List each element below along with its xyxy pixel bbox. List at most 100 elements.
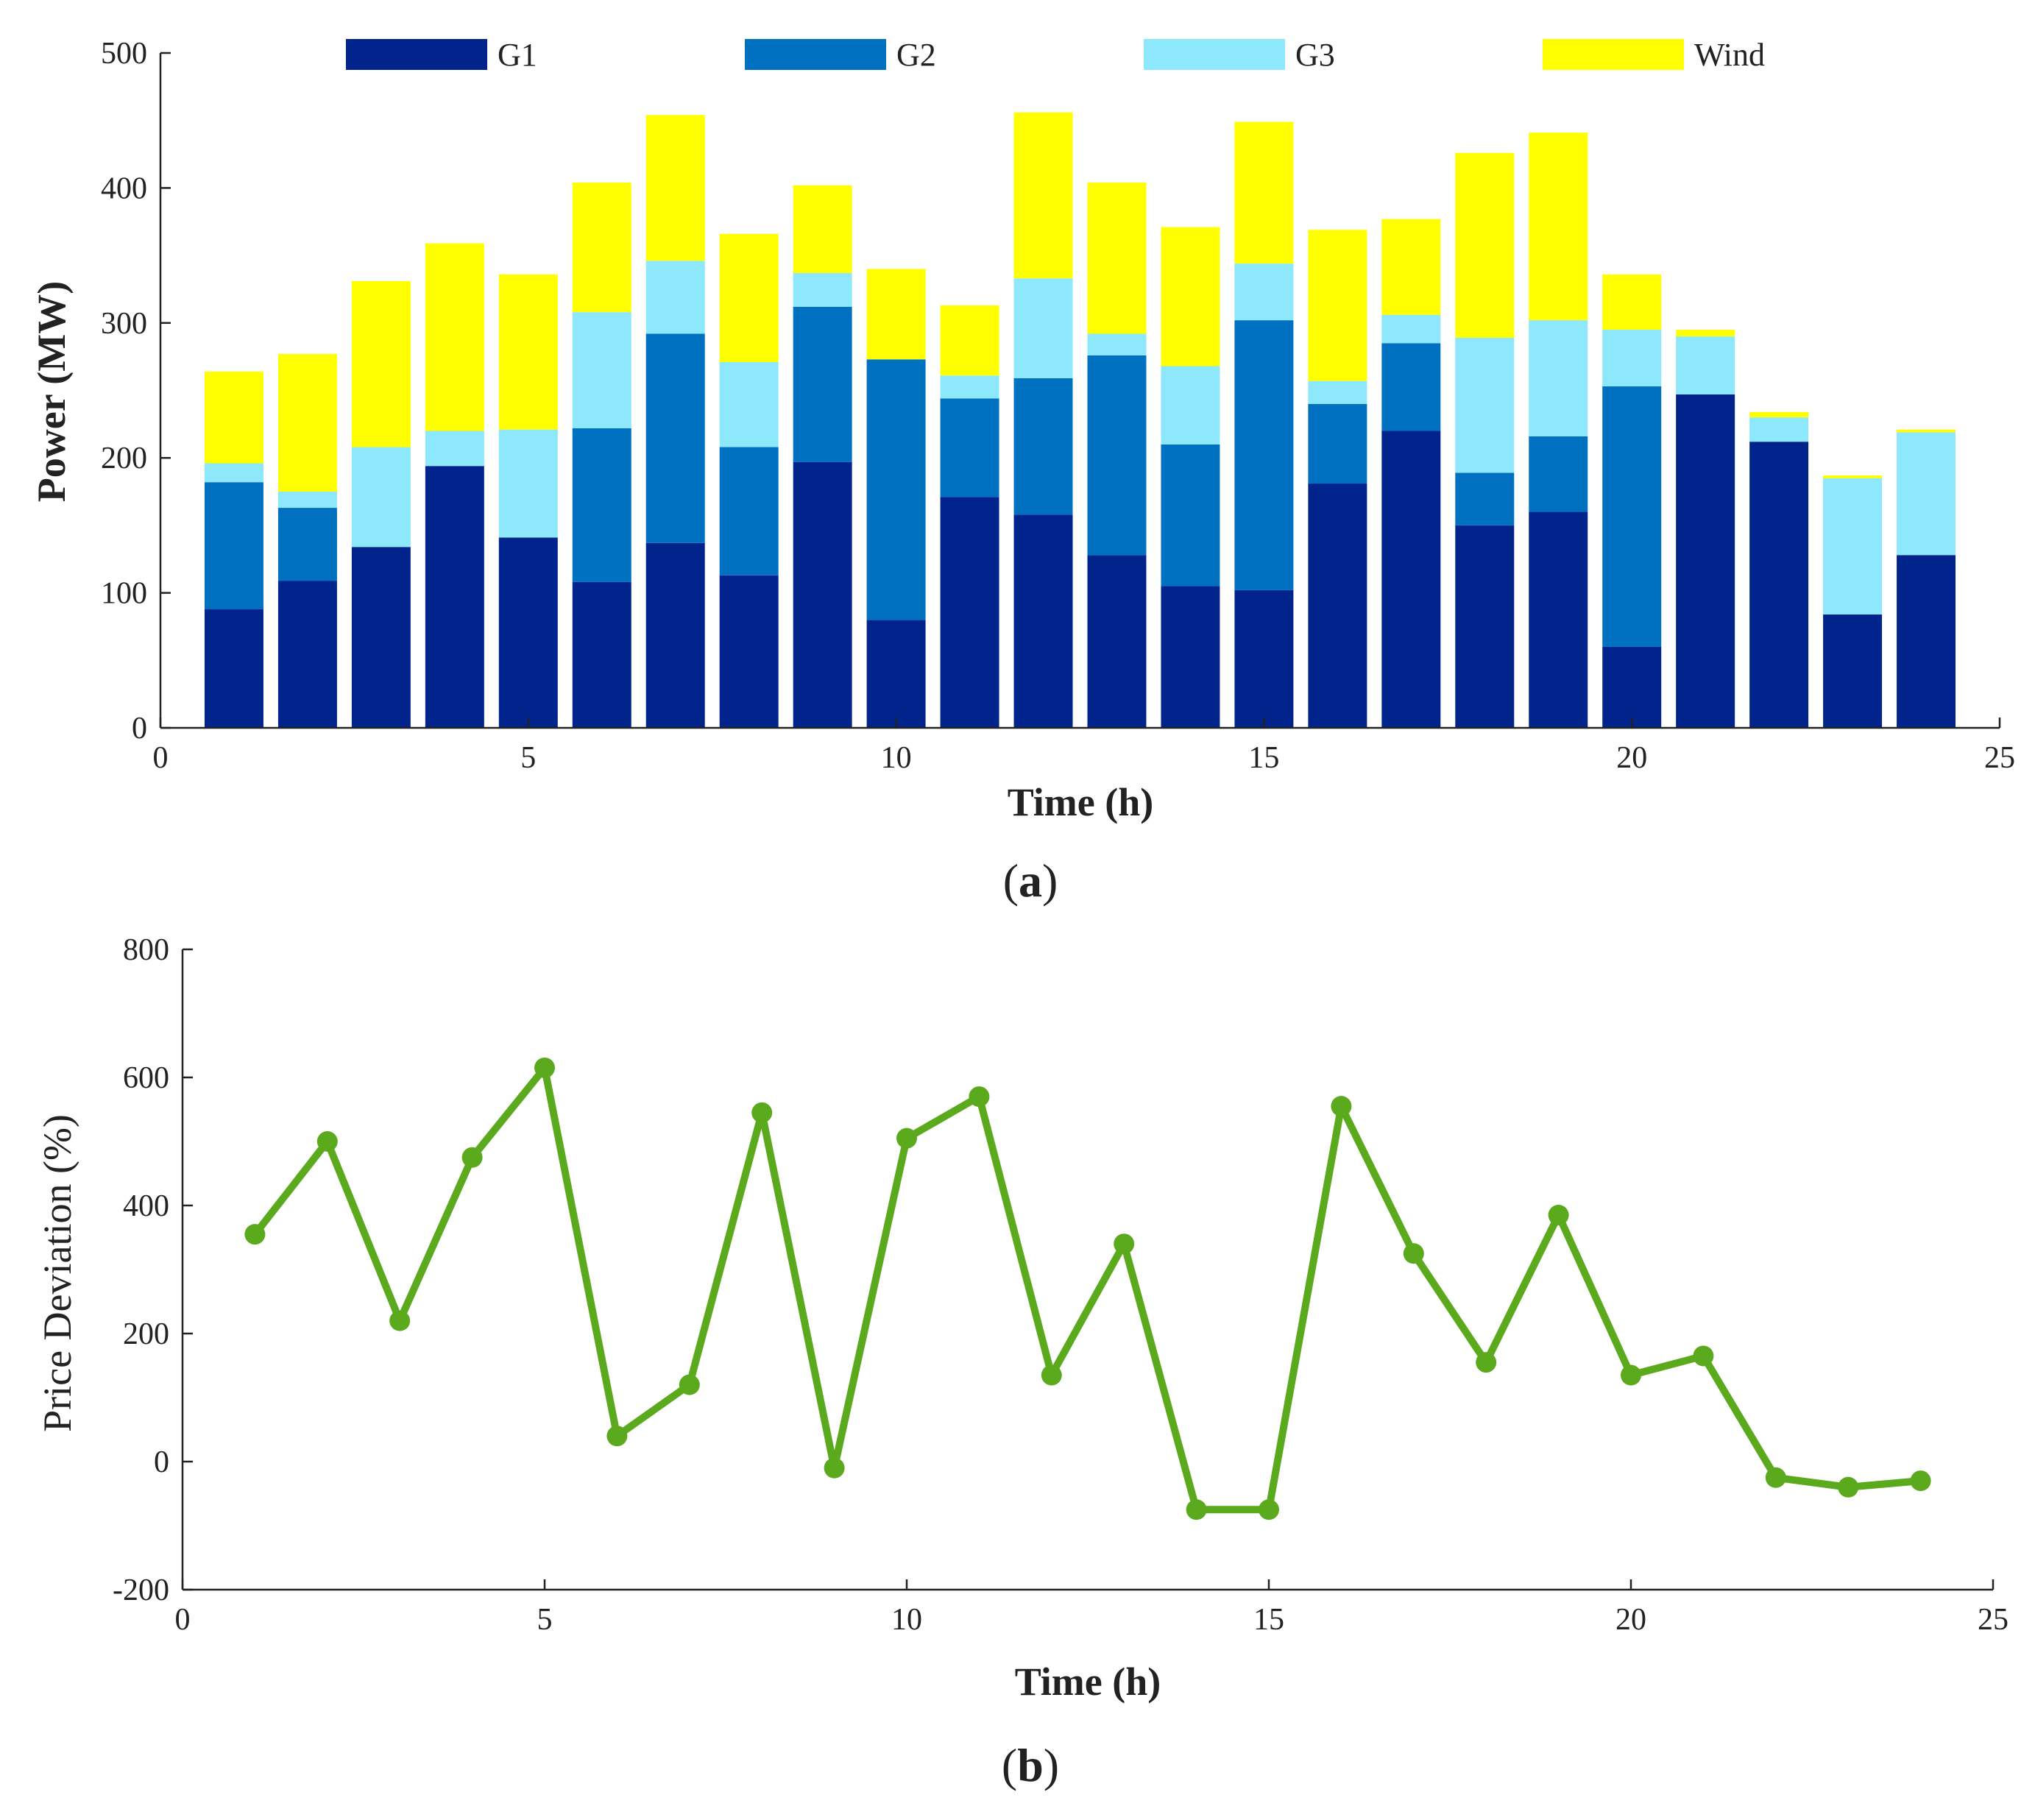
series-line-price-deviation [251, 1064, 1925, 1514]
legend-label-g1: G1 [498, 37, 537, 73]
bar-g3-20 [1602, 329, 1662, 386]
bar-g1-2 [277, 581, 337, 728]
bar-g3-1 [204, 463, 263, 483]
bar-g3-22 [1749, 417, 1809, 442]
bar-wind-2 [277, 353, 337, 492]
bar-g2-17 [1381, 343, 1441, 431]
bar-g1-8 [719, 575, 779, 728]
axis-title-y-a: Power (MW) [29, 281, 74, 502]
bar-g3-8 [719, 361, 779, 447]
bar-g2-16 [1308, 403, 1367, 484]
bar-g2-20 [1602, 386, 1662, 647]
legend-swatch-g1 [346, 39, 487, 70]
legend-swatch-wind [1543, 39, 1684, 70]
bar-g2-9 [793, 306, 852, 462]
bar-g3-2 [277, 492, 337, 509]
data-point-20 [1621, 1364, 1641, 1386]
bar-g2-13 [1087, 355, 1147, 556]
bar-g2-19 [1529, 436, 1588, 512]
y-tick-label-b: 0 [154, 1445, 169, 1479]
y-tick-label-a: 300 [101, 307, 147, 341]
bar-g3-15 [1234, 263, 1294, 321]
bar-g2-6 [572, 428, 631, 582]
data-point-19 [1548, 1205, 1569, 1226]
data-point-10 [896, 1127, 917, 1149]
bar-g3-11 [940, 375, 999, 399]
bar-g2-14 [1161, 444, 1220, 587]
x-tick-label-a: 20 [1616, 741, 1647, 775]
y-tick-label-a: 100 [101, 577, 147, 611]
x-tick-label-a: 15 [1248, 741, 1279, 775]
bar-g1-12 [1013, 514, 1073, 728]
data-point-8 [751, 1102, 773, 1123]
bar-g3-7 [645, 261, 705, 334]
bar-g3-4 [425, 431, 484, 467]
x-tick-label-a: 0 [153, 741, 169, 775]
bar-g1-1 [204, 609, 263, 728]
bar-g2-11 [940, 398, 999, 498]
bar-g1-7 [645, 542, 705, 728]
data-point-4 [461, 1147, 483, 1168]
bar-g1-14 [1161, 586, 1220, 728]
data-point-11 [969, 1086, 990, 1108]
data-point-23 [1838, 1476, 1859, 1498]
bar-wind-4 [425, 243, 484, 431]
bar-g1-21 [1676, 394, 1735, 728]
bar-wind-20 [1602, 274, 1662, 330]
data-point-22 [1765, 1467, 1786, 1488]
x-tick-label-b: 0 [175, 1603, 191, 1637]
data-point-21 [1693, 1345, 1714, 1367]
bar-wind-8 [719, 233, 779, 362]
bar-g1-11 [940, 497, 999, 728]
panel-label-b: (b) [1002, 1739, 1059, 1791]
bar-g1-15 [1234, 589, 1294, 728]
bar-wind-10 [866, 269, 926, 360]
bar-g1-5 [498, 537, 558, 728]
bar-wind-3 [351, 280, 411, 447]
bar-g2-10 [866, 359, 926, 620]
bar-g3-14 [1161, 366, 1220, 445]
bar-g2-8 [719, 447, 779, 576]
bar-g2-7 [645, 333, 705, 543]
bar-wind-1 [204, 371, 263, 464]
bar-wind-14 [1161, 227, 1220, 367]
bar-g3-6 [572, 312, 631, 428]
y-tick-label-b: 800 [123, 933, 169, 967]
x-tick-label-b: 20 [1615, 1603, 1646, 1637]
bar-wind-13 [1087, 183, 1147, 334]
legend-label-g2: G2 [896, 37, 936, 73]
y-tick-label-a: 400 [101, 171, 147, 205]
data-point-5 [534, 1057, 555, 1078]
x-tick-label-a: 5 [520, 741, 536, 775]
bar-wind-23 [1823, 475, 1883, 478]
bar-g1-17 [1381, 431, 1441, 728]
bar-g3-21 [1676, 336, 1735, 395]
data-point-24 [1910, 1470, 1931, 1492]
bar-g3-5 [498, 429, 558, 538]
bar-g3-23 [1823, 478, 1883, 615]
bar-wind-12 [1013, 112, 1073, 279]
bar-wind-24 [1897, 429, 1956, 433]
bar-g1-20 [1602, 646, 1662, 728]
bar-wind-18 [1455, 152, 1515, 338]
y-tick-label-b: 600 [123, 1061, 169, 1095]
y-tick-label-b: 400 [123, 1189, 169, 1223]
x-tick-label-b: 15 [1253, 1603, 1284, 1637]
bar-g3-12 [1013, 278, 1073, 378]
data-point-14 [1186, 1499, 1207, 1520]
bar-g3-18 [1455, 337, 1515, 473]
bar-g3-24 [1897, 432, 1956, 556]
bar-wind-22 [1749, 411, 1809, 418]
bar-g1-24 [1897, 555, 1956, 728]
legend-swatch-g3 [1144, 39, 1285, 70]
legend-label-g3: G3 [1295, 37, 1335, 73]
x-tick-label-a: 25 [1984, 741, 2015, 775]
panel-label-a: (a) [1003, 854, 1058, 907]
bar-g2-15 [1234, 320, 1294, 590]
bar-wind-11 [940, 305, 999, 376]
bar-g1-19 [1529, 511, 1588, 728]
y-tick-label-a: 500 [101, 37, 147, 71]
bar-g3-3 [351, 447, 411, 548]
bar-wind-19 [1529, 132, 1588, 321]
bar-wind-7 [645, 115, 705, 261]
